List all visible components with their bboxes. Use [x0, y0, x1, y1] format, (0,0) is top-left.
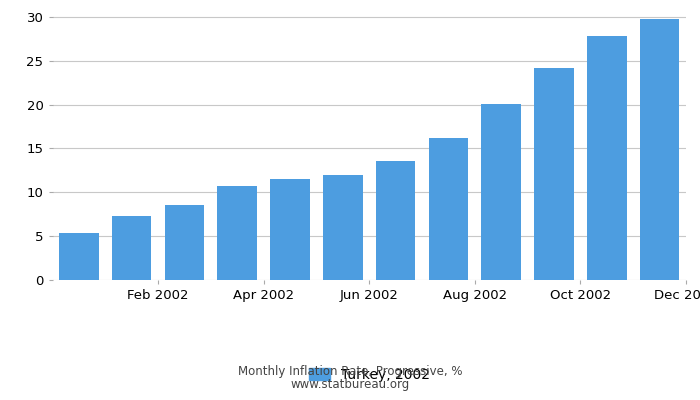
Text: Monthly Inflation Rate, Progressive, %: Monthly Inflation Rate, Progressive, % [238, 365, 462, 378]
Bar [640, 18, 680, 280]
Bar [59, 233, 99, 280]
Bar [164, 206, 204, 280]
Bar [587, 36, 626, 280]
Bar [376, 161, 415, 280]
Bar [428, 138, 468, 280]
Legend: Turkey, 2002: Turkey, 2002 [303, 362, 435, 387]
Bar [270, 179, 310, 280]
Bar [482, 104, 521, 280]
Bar [218, 186, 257, 280]
Bar [323, 175, 363, 280]
Bar [534, 68, 574, 280]
Bar [112, 216, 151, 280]
Text: www.statbureau.org: www.statbureau.org [290, 378, 410, 391]
